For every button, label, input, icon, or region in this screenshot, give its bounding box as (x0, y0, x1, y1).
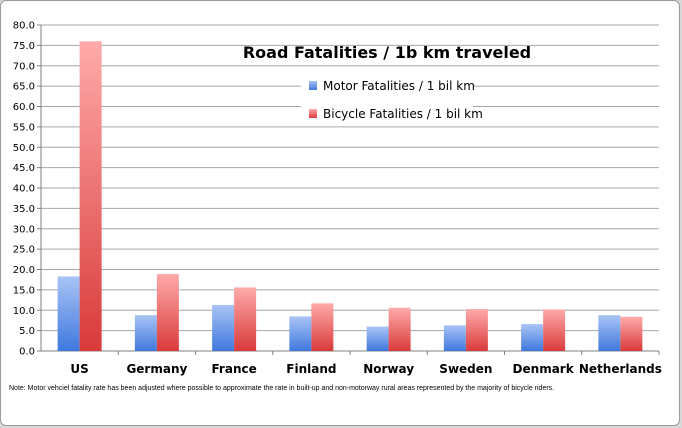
y-tick-label: 55.0 (13, 122, 35, 133)
x-category-label: US (70, 362, 88, 376)
y-tick-label: 35.0 (13, 204, 35, 215)
bicycle-bar-sweden (465, 309, 488, 351)
chart-title: Road Fatalities / 1b km traveled (243, 43, 531, 62)
y-tick-label: 75.0 (13, 41, 35, 52)
bicycle-bar-denmark (543, 309, 566, 351)
motor-bar-us (57, 276, 80, 351)
y-tick-label: 5.0 (19, 326, 35, 337)
bicycle-bar-germany (156, 273, 179, 351)
bars (57, 41, 643, 352)
axis-labels: 0.0 5.0 10.0 15.0 20.0 25.0 30.0 35.0 40.0 45.0 50… (13, 21, 662, 377)
motor-bar-finland (289, 316, 312, 351)
x-category-label: Sweden (439, 362, 492, 376)
x-category-label: Netherlands (579, 362, 662, 376)
x-category-label: Finland (286, 362, 336, 376)
gridlines (41, 24, 659, 332)
motor-bar-sweden (443, 325, 466, 351)
legend: Motor Fatalities / 1 bil km Bicycle Fatal… (301, 73, 483, 125)
y-tick-label: 65.0 (13, 82, 35, 93)
motor-bar-netherlands (598, 315, 621, 351)
legend-label: Bicycle Fatalities / 1 bil km (323, 107, 483, 121)
y-tick-label: 10.0 (13, 306, 35, 317)
bicycle-bar-norway (388, 307, 411, 351)
y-tick-label: 50.0 (13, 143, 35, 154)
y-tick-label: 80.0 (13, 21, 35, 32)
motor-bar-denmark (521, 324, 544, 351)
motor-bar-france (212, 304, 235, 351)
bicycle-bar-netherlands (620, 316, 643, 351)
legend-swatch (309, 109, 317, 118)
legend-background (301, 73, 473, 125)
y-tick-label: 20.0 (13, 265, 35, 276)
legend-label: Motor Fatalities / 1 bil km (323, 79, 475, 93)
bicycle-bar-us (79, 41, 102, 352)
y-tick-label: 0.0 (19, 347, 35, 358)
motor-bar-germany (134, 315, 157, 351)
y-tick-label: 40.0 (13, 184, 35, 195)
y-tick-label: 15.0 (13, 285, 35, 296)
y-tick-label: 60.0 (13, 102, 35, 113)
bicycle-bar-finland (311, 303, 334, 351)
motor-bar-norway (366, 326, 389, 351)
x-category-label: Norway (363, 362, 414, 376)
y-tick-label: 45.0 (13, 163, 35, 174)
x-category-label: Denmark (513, 362, 575, 376)
bicycle-bar-france (234, 287, 257, 351)
y-tick-label: 25.0 (13, 245, 35, 256)
x-category-label: France (212, 362, 257, 376)
y-tick-label: 30.0 (13, 224, 35, 235)
legend-swatch (309, 81, 317, 90)
footnote: Note: Motor vehciel fatality rate has be… (9, 385, 555, 392)
x-category-label: Germany (126, 362, 187, 376)
y-tick-label: 70.0 (13, 61, 35, 72)
